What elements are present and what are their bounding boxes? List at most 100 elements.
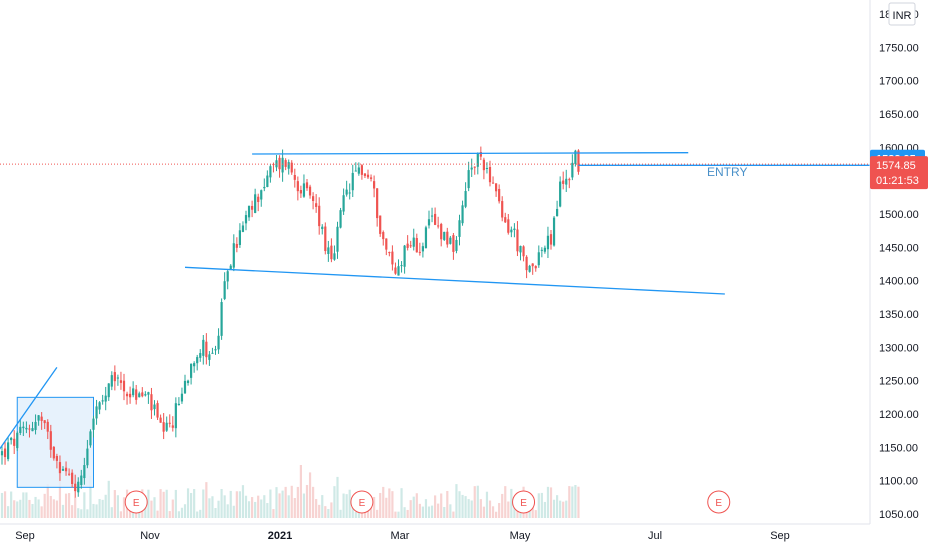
volume-bar	[135, 510, 138, 518]
volume-bar	[150, 500, 153, 518]
volume-bar	[220, 488, 223, 518]
price-tick-label: 1650.00	[879, 109, 919, 121]
volume-bar	[421, 506, 424, 518]
candle-body	[498, 188, 501, 202]
volume-bar	[68, 493, 71, 518]
candle-body	[299, 190, 302, 194]
candle-body	[400, 265, 403, 267]
volume-bar	[315, 499, 318, 518]
candle-body	[376, 188, 379, 219]
volume-bar	[174, 489, 177, 518]
candle-body	[412, 237, 415, 247]
volume-bar	[556, 495, 559, 518]
candle-body	[165, 422, 168, 431]
candle-body	[174, 403, 177, 429]
candle-body	[141, 392, 144, 397]
volume-bar	[348, 489, 351, 518]
volume-bar	[308, 472, 312, 518]
volume-bar	[424, 499, 428, 518]
candle-body	[226, 271, 229, 282]
time-axis[interactable]: Sep Nov 2021 Mar May Jul Sep	[0, 523, 870, 542]
volume-bar	[104, 494, 107, 518]
volume-bar	[31, 503, 34, 518]
volume-bar	[559, 500, 562, 518]
candle-body	[241, 225, 245, 232]
volume-bar	[147, 489, 150, 518]
consolidation-box[interactable]	[16, 396, 94, 488]
volume-bar	[89, 475, 92, 518]
currency-badge	[888, 2, 916, 26]
earnings-marker-circle	[124, 490, 148, 514]
candle-body	[74, 483, 77, 492]
candle-body	[0, 451, 4, 456]
time-tick-label: Nov	[140, 530, 160, 542]
candle-body	[196, 357, 199, 364]
volume-bar	[64, 493, 68, 518]
volume-bar	[202, 489, 205, 518]
volume-bar	[357, 508, 360, 518]
volume-bar	[43, 493, 46, 518]
volume-bar	[443, 507, 446, 518]
candle-body	[409, 245, 412, 247]
volume-bar	[74, 497, 77, 518]
volume-bar	[302, 493, 306, 518]
volume-bar	[403, 507, 406, 518]
volume-bar	[394, 511, 397, 518]
volume-bar	[482, 506, 485, 518]
volume-bar	[485, 491, 489, 518]
volume-bar	[464, 496, 467, 518]
candle-body	[427, 219, 431, 226]
candle-body	[159, 417, 162, 423]
volume-bar	[193, 489, 196, 518]
volume-bar	[577, 486, 580, 518]
earnings-marker-circle	[512, 490, 536, 514]
candle-body	[86, 448, 89, 466]
candle-body	[107, 383, 110, 398]
price-tick-label: 1200.00	[879, 409, 919, 421]
candle-body	[571, 162, 574, 178]
volume-bar	[427, 506, 431, 518]
volume-bar	[324, 506, 327, 518]
candle-body	[89, 431, 92, 446]
volume-bar	[455, 484, 458, 518]
volume-bar	[278, 493, 281, 518]
candle-body	[205, 341, 208, 358]
volume-bar	[119, 511, 123, 518]
volume-bar	[80, 509, 83, 518]
candle-body	[467, 170, 470, 189]
candle-body	[122, 380, 126, 392]
volume-bar	[281, 490, 284, 518]
candle-body	[235, 243, 238, 248]
volume-bar	[37, 499, 40, 518]
volume-bar	[247, 501, 251, 518]
candle-body	[510, 229, 513, 233]
candle-body	[543, 247, 546, 252]
candle-body	[415, 238, 418, 253]
price-tick-label: 1300.00	[879, 342, 919, 354]
candle-body	[574, 150, 577, 164]
volume-bar	[159, 489, 162, 518]
volume-bar	[415, 493, 418, 518]
candle-body	[437, 225, 440, 227]
volume-bar	[263, 495, 266, 518]
current-price-text: 1574.85	[876, 160, 916, 172]
volume-bar	[92, 503, 95, 518]
candle-body	[421, 246, 424, 252]
candle-body	[129, 393, 132, 398]
price-axis[interactable]: 1050.00 1100.00 1150.00 1200.00 1250.00 1300.…	[869, 0, 928, 524]
volume-bar	[165, 489, 168, 518]
volume-bar	[458, 491, 461, 518]
candle-body	[223, 281, 226, 299]
candle-body	[61, 468, 65, 471]
candle-body	[220, 302, 223, 336]
volume-bar	[199, 509, 202, 518]
volume-bar	[409, 500, 412, 518]
volume-bar	[540, 492, 543, 518]
candle-body	[171, 425, 174, 428]
candle-body	[348, 192, 351, 194]
trendlines[interactable]	[0, 152, 870, 468]
candle-body	[443, 231, 446, 240]
